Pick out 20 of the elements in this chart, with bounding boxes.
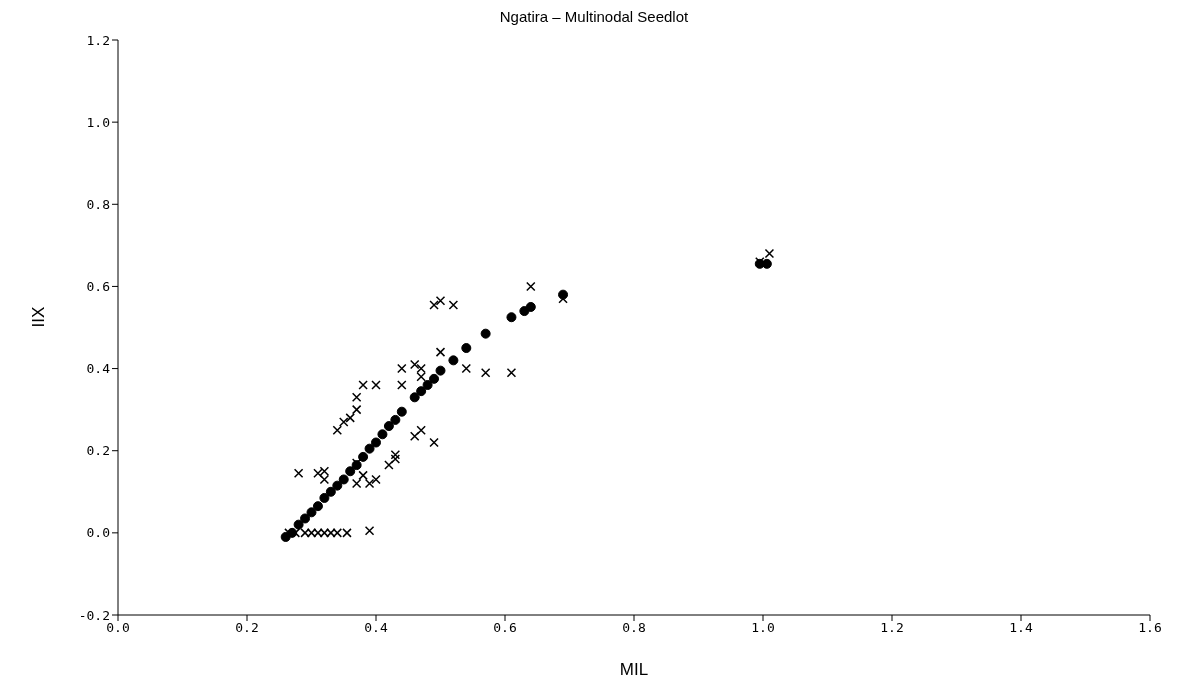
y-tick-label: 1.2 <box>86 32 110 48</box>
x-axis-title: MIL <box>619 660 649 679</box>
chart-title: Ngatira – Multinodal Seedlot <box>498 8 690 27</box>
x-tick-label: 0.4 <box>364 620 388 636</box>
y-tick-label: 1.0 <box>86 114 110 130</box>
y-tick-label: 0.0 <box>86 525 110 541</box>
y-axis-title: IIX <box>29 306 49 328</box>
y-tick-label: 0.6 <box>86 279 110 295</box>
x-tick-label: 1.0 <box>751 620 775 636</box>
x-tick-label: 1.6 <box>1138 620 1162 636</box>
x-tick-label: 0.0 <box>106 620 130 636</box>
y-tick-label: 0.4 <box>86 361 111 377</box>
x-tick-label: 0.2 <box>235 620 259 636</box>
x-tick-label: 0.8 <box>622 620 646 636</box>
y-tick-label: 0.8 <box>86 196 110 212</box>
x-tick-label: 1.2 <box>880 620 904 636</box>
y-tick-label: -0.2 <box>78 607 110 623</box>
x-tick-label: 1.4 <box>1009 620 1033 636</box>
x-tick-label: 0.6 <box>493 620 517 636</box>
y-tick-label: 0.2 <box>86 443 110 459</box>
